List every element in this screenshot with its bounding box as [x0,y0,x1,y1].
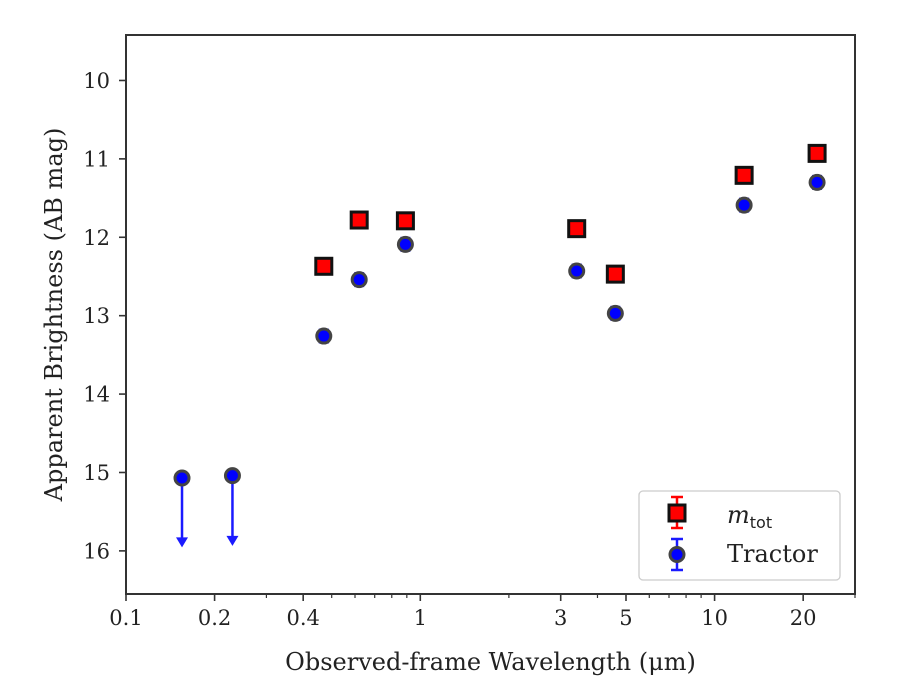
tractor-marker [735,196,753,214]
data-point [734,165,754,185]
mtot-marker [314,256,334,276]
upper-limit-marker [173,469,191,487]
data-point [396,235,414,253]
x-tick-label: 0.1 [109,606,142,630]
mtot-marker [734,165,754,185]
data-point [223,467,241,546]
data-point [349,210,369,230]
x-tick-label: 10 [701,606,728,630]
data-point [606,304,624,322]
data-point [807,143,827,163]
legend-mtot-marker [667,503,687,523]
mtot-marker [567,219,587,239]
data-point [315,327,333,345]
y-tick-label: 12 [83,226,110,250]
y-tick-label: 11 [83,147,110,171]
x-axis-label: Observed-frame Wavelength (μm) [285,648,696,676]
tractor-marker [808,173,826,191]
tractor-marker [606,304,624,322]
x-tick-label: 1 [414,606,427,630]
tractor-marker [396,235,414,253]
tractor-marker [315,327,333,345]
data-point [314,256,334,276]
x-tick-label: 3 [554,606,567,630]
y-tick-label: 14 [83,383,110,407]
data-point [808,173,826,191]
mtot-marker [349,210,369,230]
data-point [605,264,625,284]
x-tick-label: 20 [790,606,817,630]
mtot-marker [605,264,625,284]
plot-frame [125,34,856,595]
data-point [568,262,586,280]
y-tick-label: 13 [83,304,110,328]
mtot-marker [395,211,415,231]
y-tick-label: 15 [83,461,110,485]
data-point [735,196,753,214]
data-point [350,271,368,289]
legend: mtot Tractor [638,490,841,581]
data-point [567,219,587,239]
upper-limit-marker [223,467,241,485]
legend-tractor-marker [668,546,686,563]
tractor-marker [350,271,368,289]
legend-mtot-label: mtot [727,501,772,532]
x-tick-label: 5 [619,606,632,630]
mtot-marker [807,143,827,163]
data-point [395,211,415,231]
legend-box [638,490,841,581]
data-marks [173,143,827,548]
y-tick-label: 10 [83,69,110,93]
tractor-marker [568,262,586,280]
y-axis-label: Apparent Brightness (AB mag) [40,128,68,503]
data-point [173,469,191,548]
upper-limit-arrowhead [226,535,239,546]
x-tick-label: 0.4 [286,606,319,630]
x-tick-label: 0.2 [198,606,231,630]
legend-tractor-label: Tractor [727,540,818,568]
y-tick-label: 16 [83,539,110,563]
upper-limit-arrowhead [176,537,189,548]
